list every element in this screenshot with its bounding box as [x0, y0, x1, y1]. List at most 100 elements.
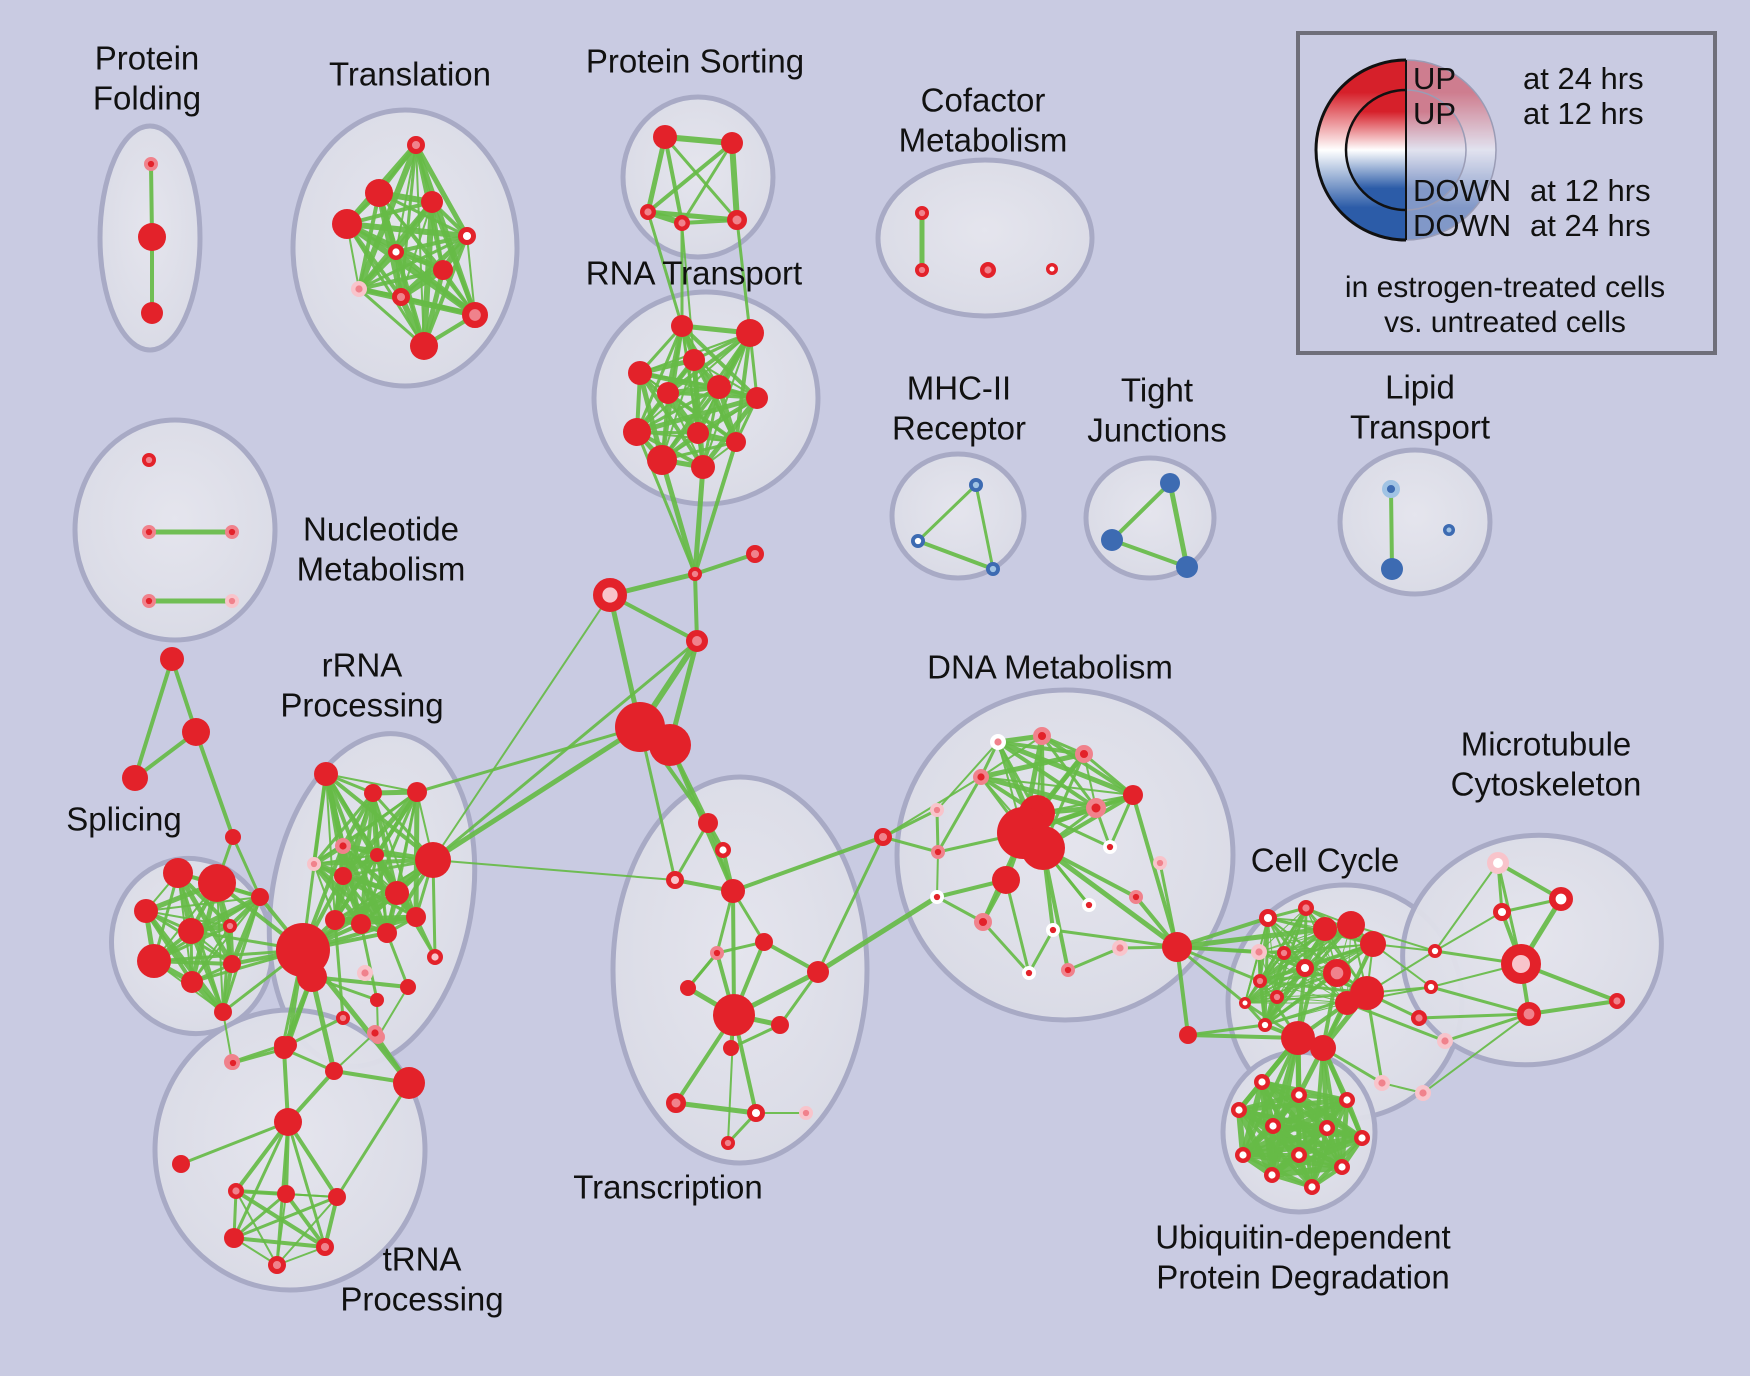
- network-node-120[interactable]: [720, 1136, 735, 1151]
- network-node-167[interactable]: [1428, 943, 1443, 958]
- network-node-77[interactable]: [226, 1056, 241, 1071]
- network-node-68[interactable]: [427, 949, 444, 966]
- network-node-30[interactable]: [1381, 558, 1403, 580]
- network-node-9[interactable]: [433, 260, 453, 280]
- network-node-112[interactable]: [680, 980, 696, 996]
- network-node-121[interactable]: [873, 827, 892, 846]
- network-node-45[interactable]: [223, 918, 238, 933]
- network-node-91[interactable]: [686, 630, 709, 653]
- network-node-22[interactable]: [1046, 263, 1058, 275]
- network-node-16[interactable]: [640, 203, 657, 220]
- network-node-108[interactable]: [665, 870, 684, 889]
- network-node-11[interactable]: [392, 288, 411, 307]
- network-node-96[interactable]: [683, 349, 705, 371]
- network-node-18[interactable]: [727, 210, 747, 230]
- network-node-44[interactable]: [178, 918, 204, 944]
- network-node-105[interactable]: [691, 455, 715, 479]
- network-node-94[interactable]: [671, 315, 693, 337]
- network-node-71[interactable]: [370, 993, 384, 1007]
- network-node-101[interactable]: [623, 418, 651, 446]
- network-node-107[interactable]: [715, 842, 732, 859]
- network-node-12[interactable]: [462, 302, 489, 329]
- network-node-179[interactable]: [1264, 1117, 1281, 1134]
- network-node-27[interactable]: [1101, 529, 1123, 551]
- network-node-87[interactable]: [268, 1255, 287, 1274]
- network-node-61[interactable]: [370, 848, 384, 862]
- network-node-82[interactable]: [227, 1182, 244, 1199]
- network-node-171[interactable]: [1608, 993, 1625, 1010]
- network-node-36[interactable]: [225, 593, 240, 608]
- network-node-111[interactable]: [755, 933, 773, 951]
- network-node-184[interactable]: [1333, 1158, 1350, 1175]
- network-node-173[interactable]: [1436, 1032, 1453, 1049]
- network-node-25[interactable]: [985, 561, 1000, 576]
- network-node-114[interactable]: [713, 994, 755, 1036]
- network-node-163[interactable]: [1373, 1074, 1390, 1091]
- network-node-70[interactable]: [400, 979, 416, 995]
- network-node-135[interactable]: [930, 844, 945, 859]
- network-node-182[interactable]: [1234, 1146, 1251, 1163]
- network-node-136[interactable]: [929, 889, 944, 904]
- network-node-142[interactable]: [1021, 965, 1036, 980]
- network-node-169[interactable]: [1501, 944, 1541, 984]
- network-node-90[interactable]: [745, 544, 764, 563]
- network-node-161[interactable]: [1310, 1035, 1336, 1061]
- network-node-97[interactable]: [628, 361, 652, 385]
- network-node-155[interactable]: [1253, 973, 1268, 988]
- network-node-113[interactable]: [807, 961, 829, 983]
- network-node-185[interactable]: [1263, 1166, 1280, 1183]
- network-node-84[interactable]: [328, 1188, 346, 1206]
- network-node-60[interactable]: [334, 867, 352, 885]
- network-node-32[interactable]: [142, 452, 157, 467]
- network-node-19[interactable]: [914, 206, 929, 221]
- network-node-141[interactable]: [1061, 962, 1076, 977]
- network-node-168[interactable]: [1424, 979, 1439, 994]
- network-node-181[interactable]: [1353, 1129, 1370, 1146]
- network-node-143[interactable]: [1111, 940, 1128, 957]
- network-node-4[interactable]: [365, 179, 393, 207]
- network-node-78[interactable]: [274, 1039, 294, 1059]
- network-node-172[interactable]: [1410, 1010, 1427, 1027]
- network-node-109[interactable]: [721, 879, 745, 903]
- network-node-118[interactable]: [746, 1103, 765, 1122]
- network-node-58[interactable]: [335, 838, 352, 855]
- network-node-134[interactable]: [1153, 855, 1168, 870]
- network-node-6[interactable]: [421, 191, 443, 213]
- network-node-67[interactable]: [377, 923, 397, 943]
- network-node-158[interactable]: [1258, 1017, 1273, 1032]
- network-node-17[interactable]: [674, 214, 691, 231]
- network-node-83[interactable]: [277, 1185, 295, 1203]
- network-node-159[interactable]: [1335, 991, 1359, 1015]
- network-node-40[interactable]: [225, 829, 241, 845]
- network-node-3[interactable]: [407, 136, 426, 155]
- network-node-59[interactable]: [306, 856, 321, 871]
- network-node-72[interactable]: [335, 1010, 350, 1025]
- network-node-170[interactable]: [1517, 1001, 1542, 1026]
- network-node-123[interactable]: [1032, 726, 1051, 745]
- network-node-2[interactable]: [141, 302, 163, 324]
- network-node-186[interactable]: [1303, 1178, 1320, 1195]
- network-node-137[interactable]: [973, 912, 992, 931]
- network-node-175[interactable]: [1253, 1073, 1270, 1090]
- network-node-148[interactable]: [1337, 911, 1365, 939]
- network-node-55[interactable]: [314, 762, 338, 786]
- network-node-20[interactable]: [914, 262, 929, 277]
- network-node-13[interactable]: [410, 332, 438, 360]
- network-node-46[interactable]: [137, 944, 171, 978]
- network-node-174[interactable]: [1414, 1084, 1431, 1101]
- network-node-89[interactable]: [592, 577, 627, 612]
- network-node-49[interactable]: [251, 888, 269, 906]
- network-node-151[interactable]: [1277, 945, 1292, 960]
- network-node-69[interactable]: [357, 965, 374, 982]
- network-node-106[interactable]: [698, 813, 718, 833]
- network-node-177[interactable]: [1338, 1091, 1355, 1108]
- network-node-80[interactable]: [393, 1067, 425, 1099]
- network-node-21[interactable]: [980, 262, 997, 279]
- network-node-38[interactable]: [122, 765, 148, 791]
- network-node-98[interactable]: [707, 375, 731, 399]
- network-node-131[interactable]: [1021, 826, 1065, 870]
- network-node-64[interactable]: [406, 907, 426, 927]
- network-node-162[interactable]: [1179, 1026, 1197, 1044]
- network-node-1[interactable]: [138, 223, 166, 251]
- network-node-152[interactable]: [1295, 958, 1314, 977]
